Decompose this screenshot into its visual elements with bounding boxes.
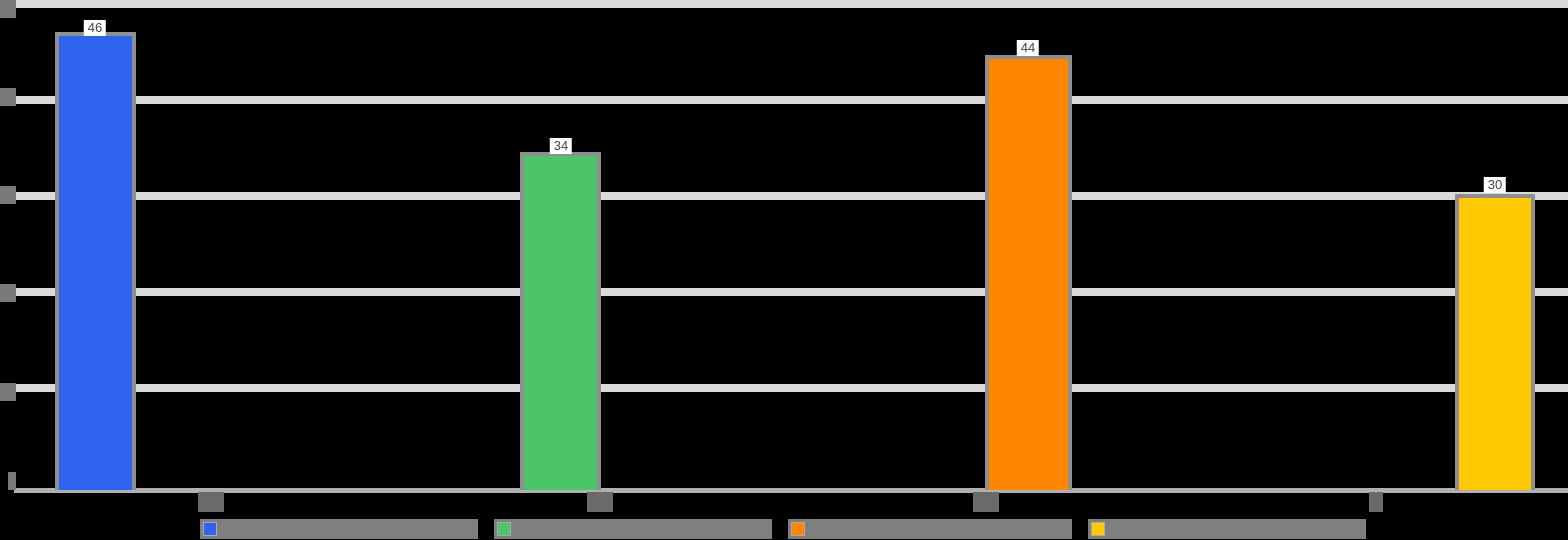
x-tick-label xyxy=(1369,492,1383,512)
y-tick-label xyxy=(8,472,16,490)
bar-series-4[interactable] xyxy=(1455,194,1535,490)
legend-item[interactable] xyxy=(494,519,772,539)
legend-item[interactable] xyxy=(200,519,478,539)
bar-series-2[interactable] xyxy=(520,152,601,490)
legend-item[interactable] xyxy=(788,519,1072,539)
y-tick-label xyxy=(0,0,16,18)
gridline-10 xyxy=(14,384,1568,392)
bar-series-3[interactable] xyxy=(985,55,1072,490)
x-tick-label xyxy=(587,492,613,512)
data-label: 46 xyxy=(83,20,107,36)
gridline-30 xyxy=(14,192,1568,200)
legend xyxy=(200,519,1366,539)
y-tick-label xyxy=(0,186,16,204)
legend-swatch-icon xyxy=(1091,522,1105,536)
gridline-50 xyxy=(14,0,1568,8)
gridline-40 xyxy=(14,96,1568,104)
data-label: 30 xyxy=(1483,177,1507,193)
data-label: 34 xyxy=(549,138,573,154)
legend-swatch-icon xyxy=(791,522,805,536)
gridline-20 xyxy=(14,288,1568,296)
legend-swatch-icon xyxy=(203,522,217,536)
legend-swatch-icon xyxy=(497,522,511,536)
data-label: 44 xyxy=(1016,40,1040,56)
y-tick-label xyxy=(0,383,16,401)
legend-item[interactable] xyxy=(1088,519,1366,539)
x-tick-label xyxy=(973,492,999,512)
x-tick-label xyxy=(198,492,224,512)
y-tick-label xyxy=(0,284,16,302)
x-axis-baseline xyxy=(14,488,1568,493)
y-tick-label xyxy=(0,88,16,106)
bar-series-1[interactable] xyxy=(55,32,136,490)
